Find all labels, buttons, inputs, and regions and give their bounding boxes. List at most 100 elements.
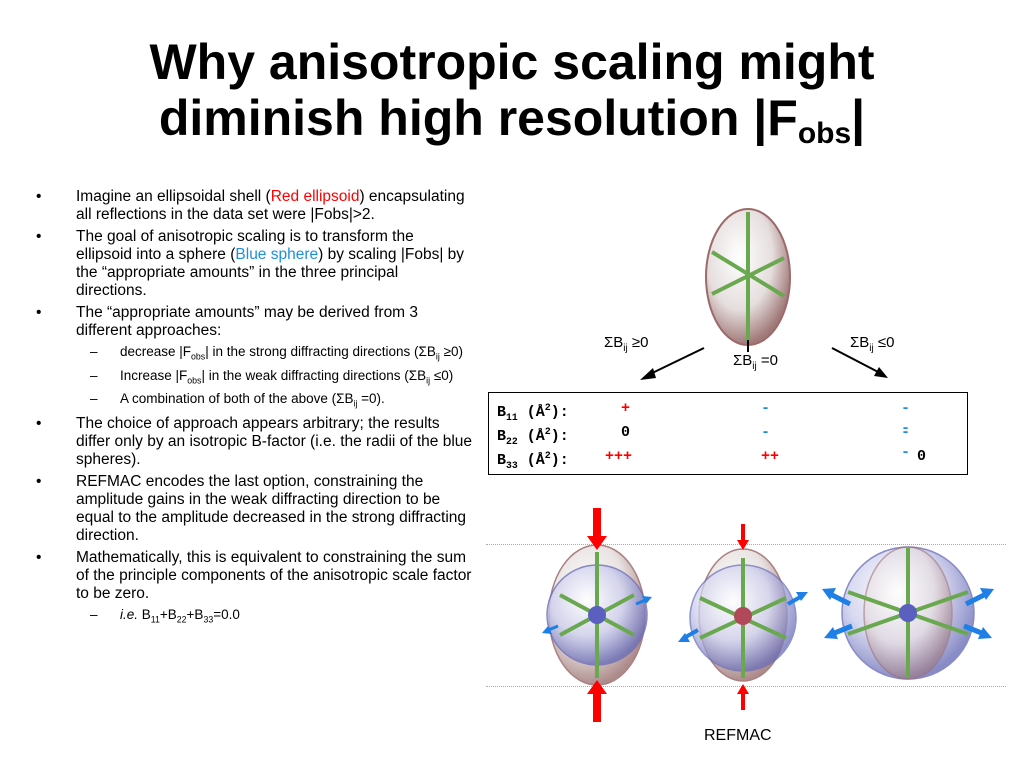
title-line-2-main: diminish high resolution |F xyxy=(158,90,798,146)
blue-arrow-big-upper-left xyxy=(822,588,852,607)
red-arrow-down xyxy=(587,508,607,550)
row-label: B xyxy=(497,428,507,445)
bullet-3-text: The “appropriate amounts” may be derived… xyxy=(76,304,419,339)
red-ellipsoid-term: Red ellipsoid xyxy=(270,188,360,205)
scaling-diagrams xyxy=(542,508,994,722)
bullet-dot: • xyxy=(36,228,42,245)
red-arrow-up-small xyxy=(737,684,749,710)
table-cell: -- xyxy=(901,400,911,437)
subscript: ij xyxy=(752,361,757,372)
label-bij-ge-0: ΣBij ≥0 xyxy=(604,334,648,354)
sub-bullet-1: – decrease |Fobs| in the strong diffracti… xyxy=(28,344,473,365)
table-cell: +++ xyxy=(605,448,633,465)
blue-sphere-term: Blue sphere xyxy=(235,246,319,263)
table-row: B22 (Å 2): 0 - -- xyxy=(497,423,910,461)
sub-bullet-dash: – xyxy=(90,344,98,359)
subscript: 33 xyxy=(203,614,214,625)
subscript: ij xyxy=(869,343,874,354)
superscript: 2 xyxy=(544,451,551,462)
subscript: 11 xyxy=(150,614,160,625)
sub-bullet-3: – A combination of both of the above (ΣBi… xyxy=(28,391,473,412)
blue-arrow-small-left xyxy=(542,624,559,634)
label-text: ΣB xyxy=(850,334,870,351)
subscript: ij xyxy=(426,375,431,386)
bullet-2: • The goal of anisotropic scaling is to t… xyxy=(28,228,473,300)
bullet-3: • The “appropriate amounts” may be derive… xyxy=(28,304,473,340)
title-line-2-end: | xyxy=(851,90,866,146)
blue-arrow-left xyxy=(678,628,699,642)
sub-bullet-dash: – xyxy=(90,607,98,623)
b-factor-table: B11 (Å2): + - -- B22 (Å2): 0 - -- B33 (Å… xyxy=(488,392,968,475)
sub-bullet-1-text: decrease |F xyxy=(120,344,192,359)
subscript: 33 xyxy=(506,460,518,471)
table-cell: - xyxy=(761,400,771,417)
bullet-dot: • xyxy=(36,188,42,205)
blue-arrow-right xyxy=(787,592,808,606)
label-text-end: ≤0 xyxy=(873,334,895,351)
bullet-dot: • xyxy=(36,549,42,567)
sub-bullet-3-text: A combination of both of the above (ΣB xyxy=(120,391,354,407)
right-arrow xyxy=(831,347,888,378)
bullet-6-text: Mathematically, this is equivalent to co… xyxy=(76,549,472,603)
sub-bullet-2-end: ≤0) xyxy=(430,367,454,383)
row-label: B xyxy=(497,452,507,469)
bullet-5-text: REFMAC encodes the last option, constrai… xyxy=(76,473,467,545)
label-text-end: =0 xyxy=(756,352,779,369)
sub-bullet-dash: – xyxy=(90,367,98,383)
label-text-end: ≥0 xyxy=(627,334,649,351)
row-label: B xyxy=(497,404,507,421)
table-row: B33 (Å2): +++ ++ 0 xyxy=(497,447,926,471)
diagram-increase-weak xyxy=(822,546,994,680)
subscript: obs xyxy=(187,375,202,386)
row-unit: (Å xyxy=(517,404,545,421)
row-unit: (Å xyxy=(517,428,545,445)
slide-title: Why anisotropic scaling might diminish h… xyxy=(0,34,1024,149)
subscript: 22 xyxy=(506,436,518,447)
row-unit-close: ): xyxy=(550,404,569,421)
guide-line-bottom xyxy=(486,686,1006,687)
subscript: obs xyxy=(191,351,206,362)
subscript: 11 xyxy=(506,412,518,423)
row-unit: (Å xyxy=(517,452,545,469)
label-text: ΣB xyxy=(604,334,624,351)
bullet-1-text: Imagine an ellipsoidal shell ( xyxy=(76,188,271,205)
table-cell: + xyxy=(621,400,631,417)
bullet-dot: • xyxy=(36,304,42,321)
superscript: 2 xyxy=(544,403,551,414)
sub-bullet-1-end: ≥0) xyxy=(439,344,463,359)
blue-arrow-big-lower-left xyxy=(824,623,853,639)
ie-text: i.e. xyxy=(120,607,139,623)
label-bij-eq-0: ΣBij =0 xyxy=(733,352,778,372)
sub-bullet-2-text: Increase |F xyxy=(120,367,188,383)
left-arrow xyxy=(640,347,705,380)
table-cell: - xyxy=(761,424,771,441)
table-cell: ++ xyxy=(761,448,780,465)
blue-arrow-big-upper-right xyxy=(964,588,994,607)
bullet-1: • Imagine an ellipsoidal shell (Red ellip… xyxy=(28,188,473,224)
bullet-2-text: The goal of anisotropic scaling is to tr… xyxy=(76,228,414,263)
diagram-decrease-strong xyxy=(542,508,652,722)
label-bij-le-0: ΣBij ≤0 xyxy=(850,334,894,354)
red-arrow-down-small xyxy=(737,524,749,550)
formula-part: +B xyxy=(159,607,177,623)
bullet-2-text-end: ) by scaling |Fobs| by the “appropriate … xyxy=(76,246,465,299)
subscript: ij xyxy=(353,399,358,410)
sub-bullet-dash: – xyxy=(90,391,98,407)
table-cell: -- xyxy=(901,424,911,461)
table-cell: 0 xyxy=(621,424,631,441)
sub-bullet-2-mid: | in the weak diffracting directions (ΣB xyxy=(201,367,427,383)
refmac-caption: REFMAC xyxy=(704,727,772,744)
bullet-dot: • xyxy=(36,415,42,433)
title-subscript: obs xyxy=(797,117,852,150)
row-unit-close: ): xyxy=(550,428,569,445)
bullet-4-text: The choice of approach appears arbitrary… xyxy=(76,415,473,469)
bullet-6: • Mathematically, this is equivalent to c… xyxy=(28,549,473,603)
bullet-1-text-end: ) encapsulating all reflections in the d… xyxy=(76,188,465,223)
subscript: ij xyxy=(435,351,440,362)
sub-bullet-4: – i.e. B11+B22+B33=0.0 xyxy=(28,607,473,628)
bullet-dot: • xyxy=(36,473,42,491)
bullet-list: • Imagine an ellipsoidal shell (Red ellip… xyxy=(28,188,473,631)
diagram-refmac xyxy=(678,524,808,710)
ellipsoid-diagram xyxy=(640,208,888,380)
title-line-2: diminish high resolution |Fobs| xyxy=(0,90,1024,149)
